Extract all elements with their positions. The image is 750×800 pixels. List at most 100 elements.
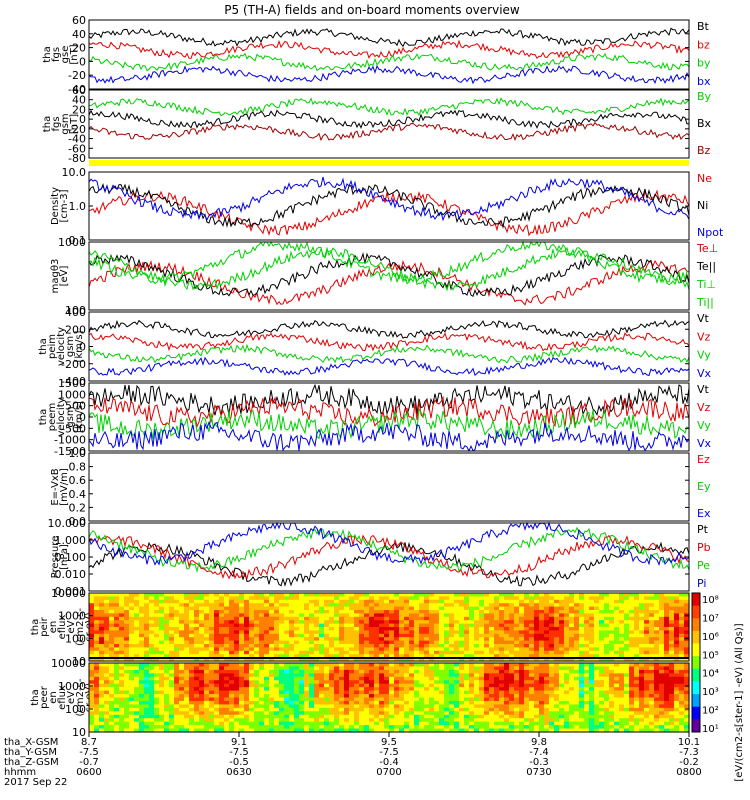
spectrogram-cell (179, 683, 185, 688)
spectrogram-cell (169, 603, 175, 608)
spectrogram-cell (309, 650, 315, 655)
spectrogram-cell (374, 610, 380, 614)
panels: thafgsgse[nT]6040200-20-40Btbzbybxthafgs… (30, 14, 724, 739)
spectrogram-cell (249, 700, 255, 705)
spectrogram-cell (554, 644, 560, 648)
spectrogram-cell (584, 663, 590, 668)
spectrogram-cell (219, 630, 225, 635)
ytick-label: 60 (72, 14, 86, 27)
spectrogram-cell (499, 687, 505, 692)
spectrogram-cell (634, 697, 640, 702)
spectrogram-cell (244, 647, 250, 652)
spectrogram-cell (254, 603, 260, 608)
spectrogram-cell (194, 728, 200, 733)
spectrogram-cell (159, 711, 165, 716)
spectrogram-cell (399, 633, 405, 638)
spectrogram-cell (529, 680, 535, 685)
spectrogram-cell (329, 704, 335, 709)
spectrogram-cell (624, 599, 630, 604)
spectrogram-cell (374, 654, 380, 659)
spectrogram-cell (124, 620, 130, 625)
spectrogram-cell (629, 630, 635, 635)
spectrogram-cell (519, 676, 525, 681)
spectrogram-cell (334, 676, 340, 681)
spectrogram-cell (589, 623, 595, 628)
spectrogram-cell (324, 599, 330, 604)
spectrogram-cell (589, 630, 595, 635)
spectrogram-cell (329, 644, 335, 648)
spectrogram-cell (489, 711, 495, 716)
spectrogram-cell (219, 728, 225, 733)
spectrogram-cell (569, 711, 575, 716)
spectrogram-cell (264, 627, 270, 631)
spectrogram-cell (399, 700, 405, 705)
spectrogram-cell (579, 593, 585, 597)
spectrogram-cell (434, 599, 440, 604)
spectrogram-cell (574, 613, 580, 618)
spectrogram-cell (219, 650, 225, 655)
spectrogram-cell (564, 627, 570, 631)
spectrogram-cell (684, 620, 690, 625)
spectrogram-cell (609, 593, 615, 597)
spectrogram-cell (264, 596, 270, 601)
spectrogram-cell (649, 637, 655, 642)
spectrogram-cell (114, 700, 120, 705)
spectrogram-cell (324, 650, 330, 655)
spectrogram-cell (419, 613, 425, 618)
spectrogram-cell (309, 718, 315, 723)
spectrogram-cell (339, 610, 345, 614)
spectrogram-cell (119, 711, 125, 716)
spectrogram-cell (464, 623, 470, 628)
spectrogram-cell (129, 654, 135, 659)
spectrogram-cell (634, 620, 640, 625)
spectrogram-cell (539, 596, 545, 601)
spectrogram-cell (639, 616, 645, 621)
spectrogram-cell (319, 680, 325, 685)
spectrogram-cell (644, 680, 650, 685)
spectrogram-cell (469, 669, 475, 674)
spectrogram-cell (504, 669, 510, 674)
spectrogram-cell (189, 721, 195, 726)
spectrogram-cell (349, 650, 355, 655)
spectrogram-cell (239, 654, 245, 659)
spectrogram-cell (519, 663, 525, 668)
spectrogram-cell (334, 613, 340, 618)
spectrogram-cell (194, 680, 200, 685)
spectrogram-cell (574, 593, 580, 597)
spectrogram-cell (304, 596, 310, 601)
spectrogram-cell (424, 599, 430, 604)
spectrogram-cell (394, 616, 400, 621)
spectrogram-cell (419, 620, 425, 625)
spectrogram-cell (309, 623, 315, 628)
spectrogram-cell (234, 620, 240, 625)
spectrogram-cell (534, 603, 540, 608)
spectrogram-cell (344, 721, 350, 726)
spectrogram-cell (504, 700, 510, 705)
legend-Pe: Pe (697, 559, 710, 572)
spectrogram-cell (624, 657, 630, 662)
spectrogram-cell (614, 669, 620, 674)
spectrogram-cell (489, 627, 495, 631)
spectrogram-cell (679, 657, 685, 662)
spectrogram-cell (384, 596, 390, 601)
spectrogram-cell (159, 633, 165, 638)
spectrogram-cell (89, 647, 95, 652)
spectrogram-cell (429, 697, 435, 702)
spectrogram-cell (339, 627, 345, 631)
spectrogram-cell (329, 690, 335, 695)
spectrogram-cell (144, 673, 150, 678)
spectrogram-cell (554, 654, 560, 659)
spectrogram-cell (489, 714, 495, 719)
spectrogram-cell (444, 657, 450, 662)
spectrogram-cell (659, 680, 665, 685)
spectrogram-cell (549, 690, 555, 695)
spectrogram-cell (199, 690, 205, 695)
spectrogram-cell (174, 650, 180, 655)
spectrogram-cell (464, 637, 470, 642)
spectrogram-cell (369, 680, 375, 685)
spectrogram-cell (204, 603, 210, 608)
spectrogram-cell (654, 630, 660, 635)
spectrogram-cell (94, 603, 100, 608)
spectrogram-cell (119, 620, 125, 625)
